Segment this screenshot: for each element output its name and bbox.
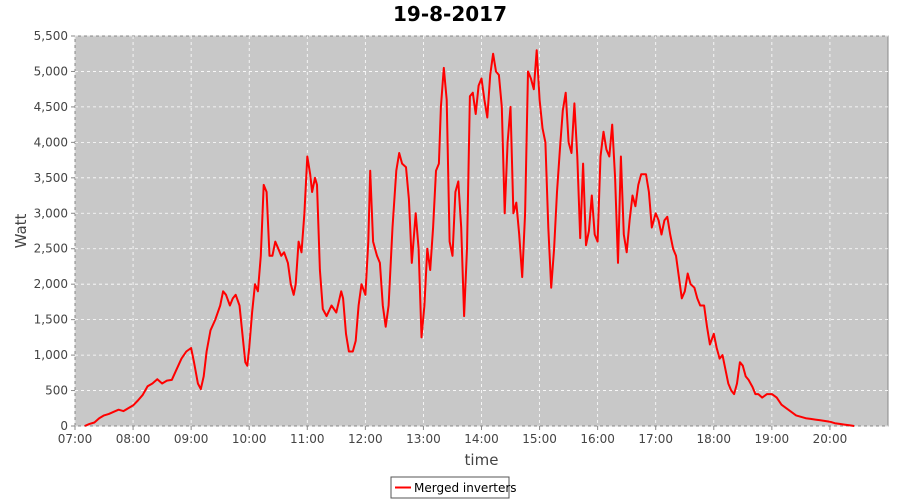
y-tick-label: 1,000 bbox=[34, 348, 68, 362]
y-tick-label: 500 bbox=[45, 384, 68, 398]
x-tick-label: 07:00 bbox=[58, 432, 93, 446]
series-layer bbox=[84, 49, 855, 427]
y-tick-label: 1,500 bbox=[34, 313, 68, 327]
y-tick-label: 2,500 bbox=[34, 242, 68, 256]
x-tick-label: 19:00 bbox=[755, 432, 790, 446]
y-axis-label: Watt bbox=[12, 213, 30, 248]
x-tick-label: 11:00 bbox=[290, 432, 325, 446]
x-tick-label: 20:00 bbox=[813, 432, 848, 446]
chart-title: 19-8-2017 bbox=[393, 2, 507, 26]
x-axis-label: time bbox=[465, 451, 499, 469]
y-tick-label: 5,500 bbox=[34, 29, 68, 43]
x-axis: 07:00 08:00 09:00 10:00 11:00 12:00 13:00 14:00… bbox=[58, 426, 848, 446]
series-line bbox=[84, 49, 855, 427]
y-tick-label: 2,000 bbox=[34, 277, 68, 291]
x-tick-label: 17:00 bbox=[638, 432, 673, 446]
y-tick-label: 5,000 bbox=[34, 64, 68, 78]
y-tick-label: 3,500 bbox=[34, 171, 68, 185]
y-tick-label: 4,500 bbox=[34, 100, 68, 114]
legend-label: Merged inverters bbox=[414, 481, 517, 495]
x-tick-label: 18:00 bbox=[696, 432, 731, 446]
y-tick-label: 3,000 bbox=[34, 206, 68, 220]
grid bbox=[74, 35, 888, 427]
legend-box bbox=[390, 476, 510, 499]
x-tick-label: 12:00 bbox=[348, 432, 383, 446]
x-tick-label: 13:00 bbox=[406, 432, 441, 446]
y-tick-label: 4,000 bbox=[34, 135, 68, 149]
x-tick-label: 15:00 bbox=[522, 432, 557, 446]
x-tick-label: 08:00 bbox=[116, 432, 151, 446]
x-tick-label: 14:00 bbox=[464, 432, 499, 446]
legend: Merged inverters bbox=[390, 476, 517, 499]
x-tick-label: 10:00 bbox=[232, 432, 267, 446]
y-axis: 0 500 1,000 1,500 2,000 2,500 3,000 3,500 4,000 4… bbox=[34, 29, 75, 433]
y-tick-label: 0 bbox=[60, 419, 68, 433]
x-tick-label: 16:00 bbox=[580, 432, 615, 446]
x-tick-label: 09:00 bbox=[174, 432, 209, 446]
